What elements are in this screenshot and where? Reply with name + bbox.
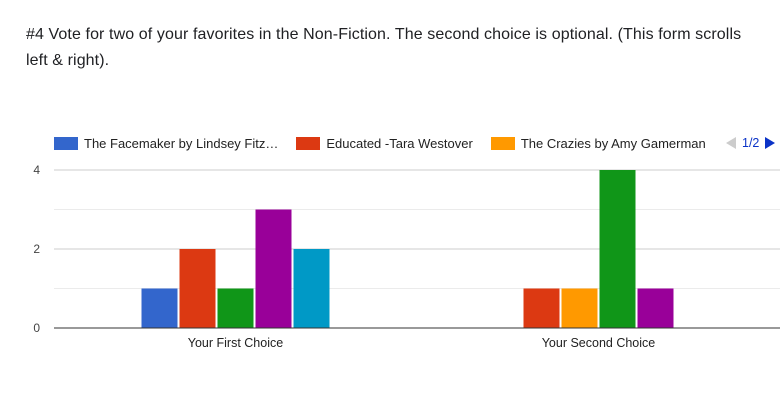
legend-label-facemaker: The Facemaker by Lindsey Fitz… <box>84 135 279 151</box>
legend-next-arrow-icon[interactable] <box>765 137 776 149</box>
x-category-label: Your Second Choice <box>542 336 656 350</box>
bar-series-5-first-choice <box>255 209 292 328</box>
legend-item-crazies[interactable]: The Crazies by Amy Gamerman <box>490 135 706 151</box>
x-category-label: Your First Choice <box>188 336 283 350</box>
legend-prev-arrow-icon[interactable] <box>726 137 736 149</box>
legend-swatch-facemaker <box>54 136 78 150</box>
legend-swatch-educated <box>296 136 321 150</box>
legend-pager: 1/2 <box>726 133 776 153</box>
y-tick-label: 0 <box>33 321 40 335</box>
legend-label-crazies: The Crazies by Amy Gamerman <box>520 135 706 151</box>
legend-item-educated[interactable]: Educated -Tara Westover <box>296 135 473 151</box>
bar-series-4-first-choice <box>217 288 254 328</box>
bar-series-5-second-choice <box>637 288 674 328</box>
y-tick-label: 2 <box>33 242 40 256</box>
bar-series-3-second-choice <box>561 288 598 328</box>
bar-series-1-first-choice <box>141 288 178 328</box>
bar-series-2-first-choice <box>179 249 216 328</box>
legend-swatch-crazies <box>490 136 515 150</box>
y-tick-label: 4 <box>33 163 40 177</box>
bar-series-2-second-choice <box>523 288 560 328</box>
question-title: #4 Vote for two of your favorites in the… <box>26 26 742 69</box>
chart-legend: The Facemaker by Lindsey Fitz… Educated … <box>54 133 780 153</box>
legend-label-educated: Educated -Tara Westover <box>326 135 473 151</box>
bar-series-4-second-choice <box>599 170 636 328</box>
legend-page-indicator: 1/2 <box>742 136 760 150</box>
bar-series-6-first-choice <box>293 249 330 328</box>
legend-item-facemaker[interactable]: The Facemaker by Lindsey Fitz… <box>54 136 278 151</box>
